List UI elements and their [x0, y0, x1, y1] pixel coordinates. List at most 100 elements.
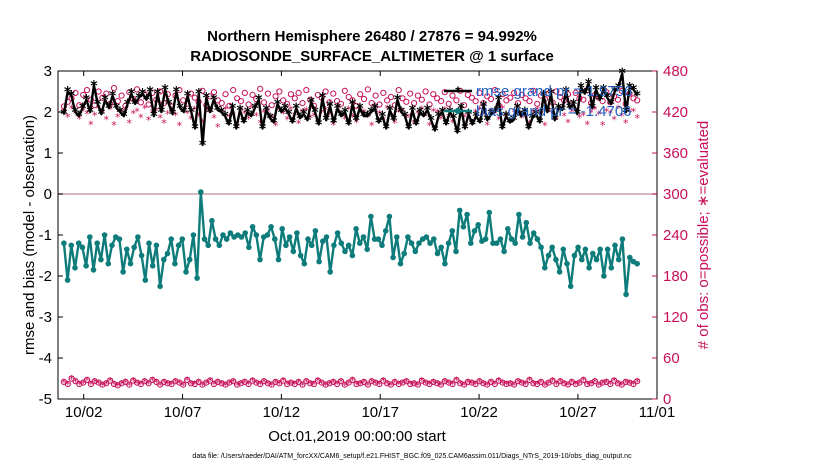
bias-point — [527, 240, 533, 246]
rmse-point: * — [72, 105, 80, 121]
rmse-point: * — [311, 105, 319, 121]
obs-evaluated-point: * — [292, 379, 298, 392]
obs-evaluated-point: * — [484, 379, 490, 392]
rmse-point: * — [469, 117, 477, 133]
bias-point — [482, 236, 489, 242]
obs-possible-point — [230, 378, 237, 385]
rmse-point: * — [225, 117, 233, 133]
rmse-point: * — [345, 117, 353, 133]
rmse-point: * — [413, 117, 421, 133]
bias-point — [560, 246, 567, 253]
rmse-point: * — [199, 138, 207, 154]
rmse-point: * — [499, 121, 507, 137]
obs-evaluated-point: * — [357, 378, 363, 391]
data-file-footnote: data file: /Users/raeder/DAI/ATM_forcXX/… — [192, 453, 632, 460]
rmse-point: * — [323, 113, 331, 129]
rmse-point: * — [574, 107, 582, 123]
rmse-point: * — [169, 107, 177, 123]
obs-possible-point — [287, 91, 294, 98]
bias-point — [449, 228, 456, 234]
obs-evaluated-point: * — [531, 378, 537, 391]
obs-possible-point — [580, 376, 587, 383]
obs-possible-point — [430, 91, 437, 98]
obs-evaluated-point: * — [146, 378, 152, 391]
rmse-point: * — [570, 97, 578, 113]
obs-possible-point — [257, 85, 264, 92]
rmse-point: * — [360, 109, 368, 125]
obs-possible-point — [464, 378, 471, 385]
obs-possible-point — [226, 102, 233, 109]
obs-possible-point — [407, 90, 414, 97]
obs-evaluated-point: * — [323, 104, 329, 117]
chart-title: Northern Hemisphere 26480 / 27876 = 94.9… — [207, 28, 537, 45]
obs-evaluated-point: * — [492, 379, 498, 392]
obs-evaluated-point: * — [92, 376, 98, 389]
obs-evaluated-point: * — [350, 111, 356, 124]
obs-evaluated-point: * — [146, 114, 152, 127]
bias-point — [567, 283, 574, 290]
obs-possible-point — [172, 378, 179, 385]
rmse-point: * — [128, 87, 136, 103]
obs-evaluated-point: * — [104, 378, 110, 391]
obs-possible-point — [103, 90, 110, 97]
bias-point — [205, 242, 211, 249]
obs-evaluated-point: * — [88, 118, 94, 131]
obs-possible-point — [349, 376, 356, 383]
obs-evaluated-point: * — [527, 375, 533, 388]
obs-possible-point — [449, 380, 456, 388]
obs-possible-point — [584, 380, 591, 388]
rmse-point: * — [154, 87, 162, 103]
rmse-point: * — [390, 113, 398, 129]
rmse-point: * — [521, 105, 529, 121]
bias-point — [209, 217, 215, 224]
bias-point — [604, 246, 611, 253]
obs-evaluated-point: * — [138, 379, 144, 392]
rmse-point: * — [349, 97, 357, 113]
rmse-point: * — [266, 111, 274, 127]
rmse-point: * — [120, 109, 128, 125]
obs-evaluated-point: * — [431, 105, 437, 118]
obs-evaluated-point: * — [365, 379, 371, 392]
obs-evaluated-point: * — [384, 378, 390, 391]
obs-possible-point — [72, 89, 79, 97]
bias-point — [120, 269, 126, 275]
obs-possible-point — [187, 380, 194, 387]
bias-point — [157, 283, 163, 290]
rmse-point: * — [98, 107, 106, 123]
obs-possible-point — [422, 379, 429, 386]
obs-evaluated-point: * — [250, 103, 256, 116]
bias-point — [360, 234, 367, 240]
bias-point — [227, 230, 234, 236]
obs-evaluated-point: * — [73, 376, 79, 389]
obs-evaluated-point: * — [369, 120, 375, 133]
obs-evaluated-point: * — [427, 379, 433, 392]
rmse-point: * — [60, 107, 68, 123]
obs-evaluated-point: * — [508, 117, 514, 130]
obs-evaluated-point: * — [508, 378, 514, 391]
obs-possible-point — [260, 99, 268, 106]
obs-evaluated-point: * — [611, 375, 617, 388]
rmse-point: * — [435, 109, 443, 125]
bias-point — [190, 232, 197, 238]
left-axis: -5 -4 -3 -2 -1 0 1 2 3 — [39, 63, 63, 408]
legend-rmse-marker: * — [455, 83, 461, 99]
rmse-point: * — [592, 82, 600, 98]
rmse-line — [62, 71, 639, 147]
obs-possible-point — [376, 380, 383, 388]
obs-evaluated-point: * — [373, 377, 379, 390]
bias-point — [238, 234, 245, 240]
rmse-point: * — [195, 87, 203, 103]
rmse-point: * — [416, 105, 424, 121]
obs-possible-point — [530, 380, 537, 387]
bias-point — [364, 246, 371, 253]
obs-possible-point — [426, 101, 433, 108]
bias-point — [427, 240, 433, 246]
bias-point — [538, 244, 544, 251]
obs-evaluated-point: * — [515, 376, 521, 389]
obs-evaluated-point: * — [434, 378, 440, 391]
obs-evaluated-point: * — [227, 377, 233, 390]
obs-evaluated-point: * — [488, 105, 494, 118]
obs-possible-point — [280, 97, 287, 104]
rmse-point: * — [319, 91, 327, 107]
obs-possible-point — [268, 102, 275, 109]
